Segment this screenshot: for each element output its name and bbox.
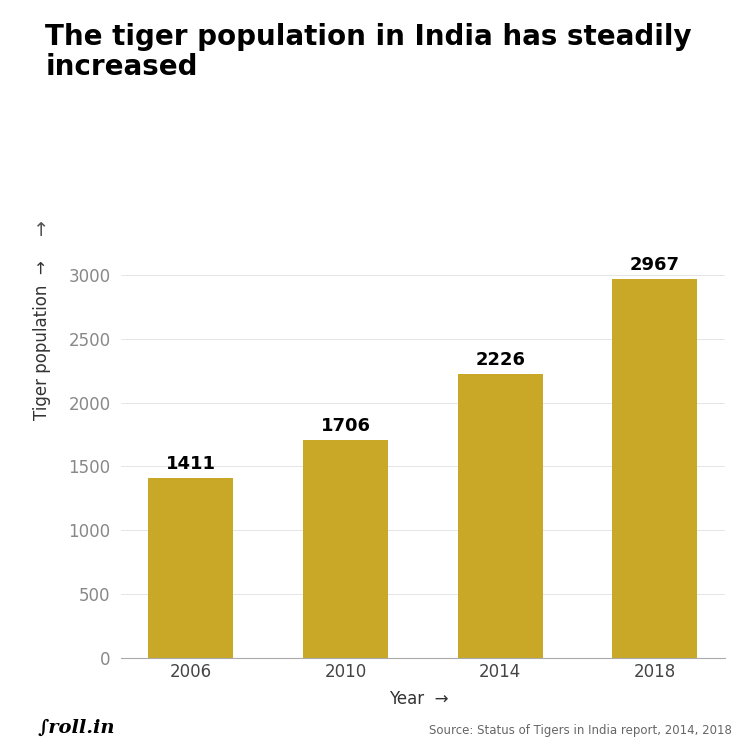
Text: Year  →: Year → (390, 690, 448, 708)
Text: 1411: 1411 (166, 454, 216, 472)
Text: ↑: ↑ (33, 221, 50, 240)
Text: increased: increased (45, 53, 198, 81)
Bar (303, 440, 388, 658)
Text: 2226: 2226 (475, 351, 525, 369)
Bar (148, 478, 233, 658)
Text: Tiger population  →: Tiger population → (32, 260, 51, 420)
Text: ∫roll.in: ∫roll.in (38, 719, 116, 737)
Bar (612, 279, 698, 658)
Text: Source: Status of Tigers in India report, 2014, 2018: Source: Status of Tigers in India report… (430, 724, 732, 737)
Text: 2967: 2967 (630, 256, 680, 274)
Bar (458, 373, 543, 658)
Text: The tiger population in India has steadily: The tiger population in India has steadi… (45, 23, 692, 51)
Text: 1706: 1706 (320, 417, 371, 435)
